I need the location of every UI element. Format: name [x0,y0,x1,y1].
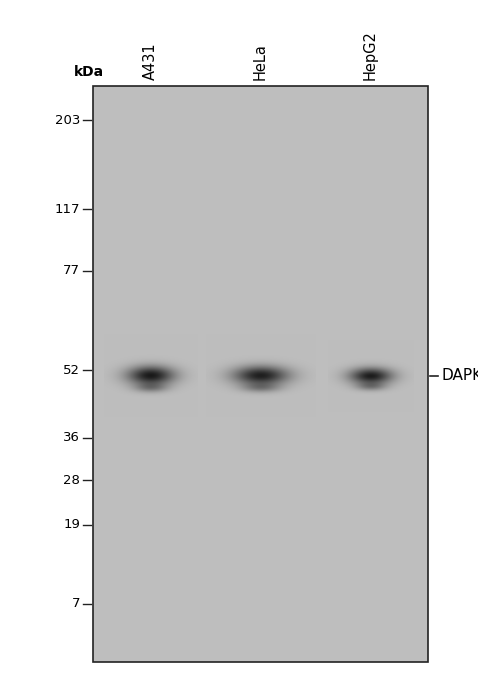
Bar [93,86,428,662]
Text: 52: 52 [63,364,80,377]
Text: 203: 203 [55,114,80,126]
Text: 117: 117 [55,203,80,215]
Text: 77: 77 [63,265,80,277]
Text: 28: 28 [64,474,80,486]
Text: 7: 7 [72,598,80,610]
Text: 19: 19 [64,519,80,531]
Text: DAPK3: DAPK3 [441,368,478,383]
Text: A431: A431 [143,43,158,80]
Text: HeLa: HeLa [253,43,268,80]
Text: HepG2: HepG2 [363,30,378,80]
Text: 36: 36 [64,431,80,444]
Text: kDa: kDa [74,65,104,79]
